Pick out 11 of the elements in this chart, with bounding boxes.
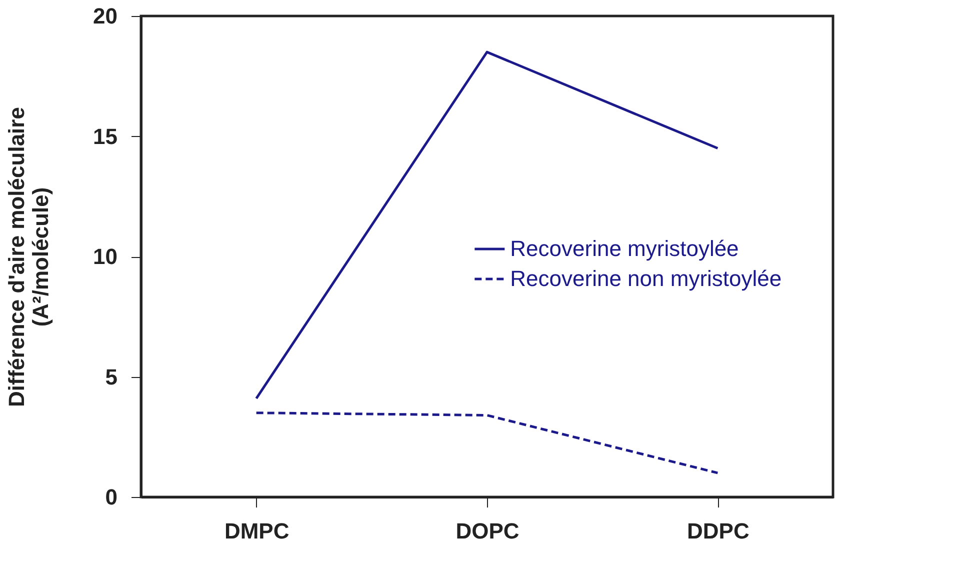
y-tick-label: 15 <box>93 124 118 149</box>
y-tick-label: 0 <box>105 484 118 510</box>
y-axis-title: Différence d'aire moléculaire (A²/molécule) <box>4 107 54 407</box>
y-tick-label: 10 <box>93 244 118 269</box>
y-tick-label: 20 <box>93 4 118 28</box>
x-tick-label: DOPC <box>456 518 520 544</box>
x-tick-label: DDPC <box>686 518 750 544</box>
legend-label: Recoverine myristoylée <box>510 236 739 261</box>
x-tick-label: DMPC <box>224 518 290 544</box>
legend-label: Recoverine non myristoylée <box>510 266 782 291</box>
y-tick-label: 5 <box>105 364 118 390</box>
